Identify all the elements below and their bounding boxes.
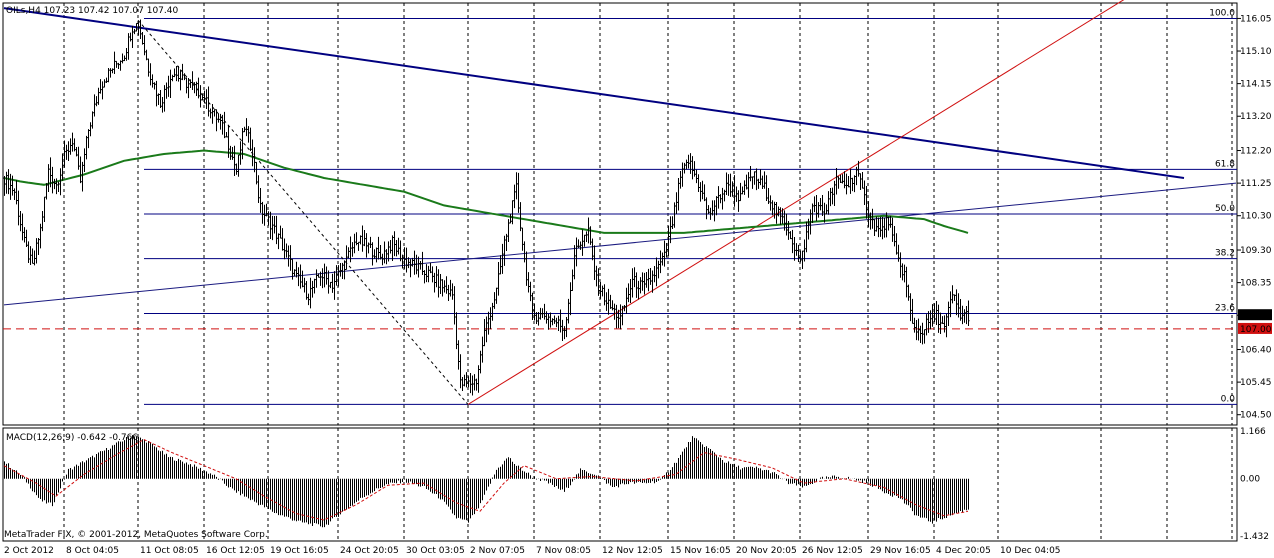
x-tick-label: 4 Dec 20:05 [936, 546, 991, 556]
y-tick-label: 104.50 [1240, 411, 1272, 421]
y-tick-label: 109.30 [1240, 246, 1272, 256]
x-tick-label: 20 Nov 20:05 [736, 546, 797, 556]
x-tick-label: 2 Nov 07:05 [470, 546, 525, 556]
x-tick-label: 19 Oct 16:05 [270, 546, 329, 556]
x-tick-label: 16 Oct 12:05 [206, 546, 265, 556]
level-price-badge [1238, 322, 1272, 334]
macd-header: MACD(12,26,9) -0.642 -0.766 [6, 433, 138, 443]
trendline-thin-uptrend [3, 182, 1237, 306]
macd-signal-line [3, 439, 969, 521]
trendline-dashed-fib-base [137, 19, 469, 405]
macd-tick-label: 0.00 [1240, 475, 1260, 485]
copyright-text: MetaTrader FIX, © 2001-2012, MetaQuotes … [4, 530, 268, 540]
y-tick-label: 111.25 [1240, 179, 1272, 189]
fib-level-label: 23.6 [1215, 303, 1235, 313]
symbol-header: OILs,H4 107.23 107.42 107.07 107.40 [6, 6, 178, 16]
x-tick-label: 15 Nov 16:05 [670, 546, 731, 556]
macd-tick-label: 1.166 [1240, 427, 1266, 437]
y-tick-label: 105.45 [1240, 378, 1272, 388]
x-tick-label: 12 Nov 12:05 [602, 546, 663, 556]
x-tick-label: 29 Nov 16:05 [870, 546, 931, 556]
level-price-label: 107.00 [1240, 325, 1272, 335]
x-tick-label: 24 Oct 20:05 [340, 546, 399, 556]
macd-tick-label: -1.432 [1240, 532, 1269, 542]
y-tick-label: 116.05 [1240, 14, 1272, 24]
x-tick-label: 2 Oct 2012 [4, 546, 54, 556]
last-price-badge [1238, 309, 1272, 321]
moving-average-line [3, 149, 969, 234]
y-tick-label: 113.20 [1240, 112, 1272, 122]
y-tick-label: 115.10 [1240, 47, 1272, 57]
y-tick-label: 108.35 [1240, 279, 1272, 289]
trendline-red-uptrend [467, 0, 1125, 405]
x-tick-label: 26 Nov 12:05 [802, 546, 863, 556]
fib-level-label: 50.0 [1215, 204, 1235, 214]
fib-level-label: 38.2 [1215, 249, 1235, 259]
y-tick-label: 110.30 [1240, 212, 1272, 222]
fib-level-label: 100.0 [1209, 8, 1235, 18]
y-tick-label: 106.40 [1240, 346, 1272, 356]
fib-level-label: 61.8 [1215, 159, 1235, 169]
y-tick-label: 114.15 [1240, 80, 1272, 90]
fib-level-label: 0.0 [1221, 394, 1236, 404]
y-tick-label: 112.20 [1240, 147, 1272, 157]
x-tick-label: 30 Oct 03:05 [406, 546, 465, 556]
trendline-main-downtrend [3, 7, 1185, 179]
macd-pane-frame [2, 427, 1238, 542]
x-tick-label: 10 Dec 04:05 [1000, 546, 1061, 556]
x-tick-label: 7 Nov 08:05 [536, 546, 591, 556]
x-tick-label: 8 Oct 04:05 [66, 546, 119, 556]
x-tick-label: 11 Oct 08:05 [140, 546, 199, 556]
last-price-label: 107.40 [1240, 311, 1272, 321]
